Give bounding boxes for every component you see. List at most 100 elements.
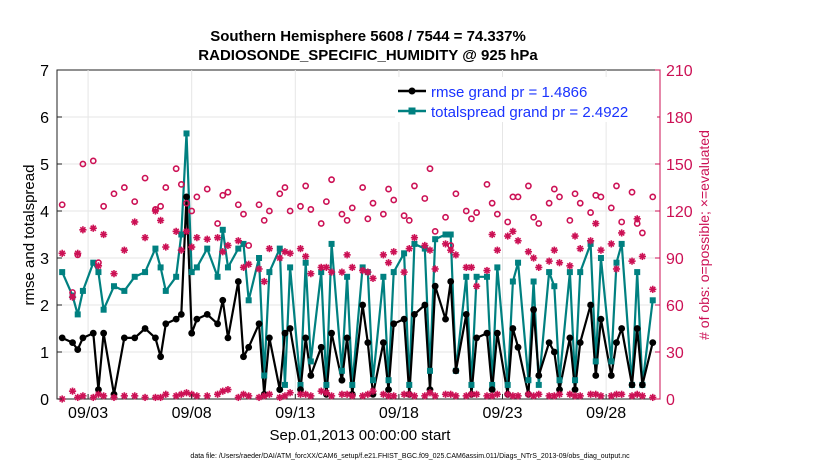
rmse-point [509, 325, 517, 332]
asterisk-stroke [323, 264, 330, 271]
obs-bottom-point [431, 392, 439, 400]
totalspread-point [390, 269, 397, 276]
rmse-point [177, 311, 185, 318]
rmse-point [255, 320, 263, 328]
totalspread-point [572, 377, 579, 384]
rmse-point [566, 334, 574, 342]
rmse-point [452, 367, 460, 375]
totalspread-point [401, 250, 408, 257]
obs-evaluated-point [555, 259, 564, 267]
obs-evaluated-point [400, 268, 408, 276]
y-tick-right-label: 90 [666, 251, 684, 268]
obs-bottom-point [245, 392, 253, 400]
obs-possible-point [649, 193, 657, 201]
asterisk-stroke [59, 250, 66, 257]
rmse-point [421, 301, 429, 309]
asterisk-stroke [597, 247, 605, 254]
obs-possible-point [364, 215, 372, 223]
asterisk-stroke [214, 234, 221, 241]
rmse-point [359, 301, 367, 309]
obs-evaluated-point [431, 265, 439, 273]
asterisk-stroke [162, 243, 169, 251]
rmse-point [89, 329, 97, 337]
totalspread-point [240, 240, 247, 247]
asterisk-stroke [473, 283, 480, 290]
obs-possible-point [385, 185, 392, 193]
obs-evaluated-point [239, 263, 248, 271]
asterisk-stroke [162, 391, 169, 398]
rmse-point [633, 325, 641, 332]
totalspread-point [489, 381, 496, 388]
obs-possible-point [343, 216, 351, 224]
obs-evaluated-point [322, 263, 330, 271]
obs-bottom-point [307, 392, 315, 400]
obs-evaluated-point [384, 259, 393, 267]
obs-possible-point [214, 220, 221, 227]
asterisk-stroke [281, 248, 289, 255]
totalspread-point [219, 226, 226, 233]
asterisk-stroke [307, 392, 314, 399]
obs-evaluated-point [296, 245, 305, 253]
asterisk-stroke [483, 267, 491, 274]
obs-possible-point [157, 202, 165, 210]
asterisk-stroke [188, 243, 195, 251]
totalspread-point [525, 377, 532, 384]
totalspread-point [131, 273, 138, 280]
obs-evaluated-point [514, 237, 522, 245]
obs-evaluated-point [177, 246, 185, 254]
obs-evaluated-point [193, 234, 201, 242]
obs-evaluated-point [260, 277, 268, 286]
obs-evaluated-point [509, 227, 517, 235]
asterisk-stroke [452, 392, 460, 399]
obs-evaluated-point [151, 207, 160, 215]
rmse-point [493, 329, 501, 337]
obs-possible-point [240, 210, 247, 218]
asterisk-stroke [359, 267, 366, 274]
totalspread-point [463, 273, 470, 280]
obs-evaluated-point [255, 265, 263, 273]
obs-evaluated-point [473, 282, 481, 290]
totalspread-point [245, 297, 252, 304]
x-tick-label: 09/18 [379, 405, 419, 422]
totalspread-point [473, 273, 480, 280]
totalspread-point [204, 245, 211, 252]
obs-bottom-point [410, 392, 419, 400]
obs-possible-point [390, 196, 398, 204]
rmse-point [447, 278, 455, 285]
asterisk-stroke [566, 262, 573, 269]
totalspread-point [183, 130, 190, 137]
obs-evaluated-point [219, 248, 227, 256]
totalspread-point [546, 269, 553, 276]
obs-bottom-point [338, 390, 346, 398]
y-tick-left-label: 6 [40, 110, 49, 127]
totalspread-point [468, 381, 475, 388]
obs-evaluated-point [535, 263, 543, 271]
asterisk-stroke [369, 275, 377, 282]
obs-bottom-point [100, 392, 108, 400]
obs-bottom-point [524, 390, 533, 398]
rmse-point [550, 348, 558, 356]
asterisk-stroke [224, 242, 232, 249]
asterisk-stroke [514, 237, 522, 244]
obs-possible-point [100, 202, 108, 210]
obs-bottom-point [576, 392, 584, 400]
obs-evaluated-point [467, 263, 476, 271]
asterisk-stroke [131, 392, 138, 399]
obs-possible-point [297, 202, 304, 210]
asterisk-stroke [577, 245, 584, 252]
obs-possible-point [131, 198, 139, 205]
obs-bottom-point [473, 390, 481, 398]
rmse-point [286, 325, 294, 332]
y-tick-right-label: 120 [666, 204, 693, 221]
asterisk-stroke [442, 240, 449, 248]
asterisk-stroke [240, 391, 247, 398]
asterisk-stroke [592, 391, 599, 398]
totalspread-point [121, 287, 128, 294]
obs-evaluated-point [421, 241, 429, 250]
asterisk-stroke [535, 391, 542, 398]
legend-spread-marker [408, 107, 416, 115]
rmse-point [240, 353, 247, 361]
rmse-point [152, 334, 159, 342]
obs-bottom-point [597, 392, 605, 400]
obs-possible-point [550, 185, 558, 193]
